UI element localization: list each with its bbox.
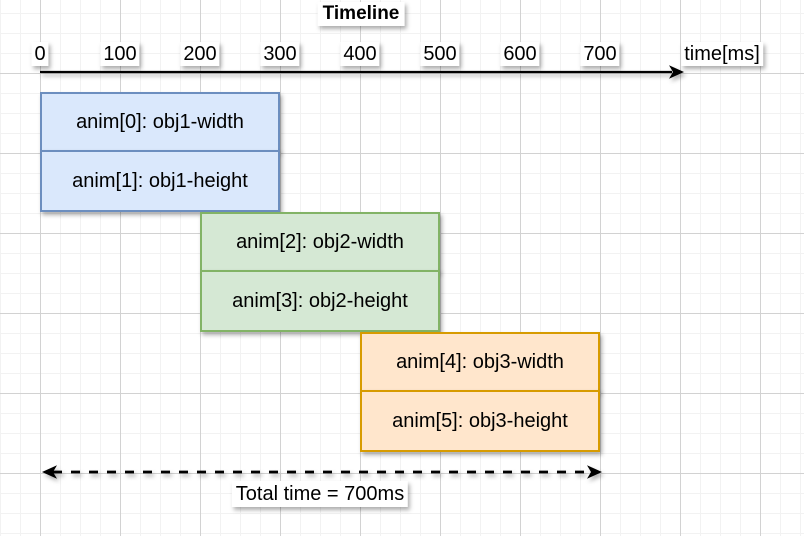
diagram-title: Timeline — [317, 2, 405, 26]
anim-bar-obj3-row-1: anim[5]: obj3-height — [360, 390, 600, 452]
anim-bar-obj1-row-0: anim[0]: obj1-width — [40, 92, 280, 152]
axis-unit-label: time[ms] — [681, 42, 763, 66]
anim-bar-obj2-row-0: anim[2]: obj2-width — [200, 212, 440, 272]
axis-tick-label: 0 — [31, 42, 49, 66]
axis-tick-label: 700 — [580, 42, 620, 66]
axis-tick-label: 500 — [420, 42, 460, 66]
axis-tick-label: 200 — [180, 42, 220, 66]
axis-tick-label: 400 — [340, 42, 380, 66]
axis-tick-label: 600 — [500, 42, 540, 66]
anim-bar-obj3-row-0: anim[4]: obj3-width — [360, 332, 600, 392]
anim-bar-obj1-row-1: anim[1]: obj1-height — [40, 150, 280, 212]
anim-bar-obj2-row-1: anim[3]: obj2-height — [200, 270, 440, 332]
total-time-label: Total time = 700ms — [231, 481, 409, 507]
axis-tick-label: 100 — [100, 42, 140, 66]
axis-tick-label: 300 — [260, 42, 300, 66]
